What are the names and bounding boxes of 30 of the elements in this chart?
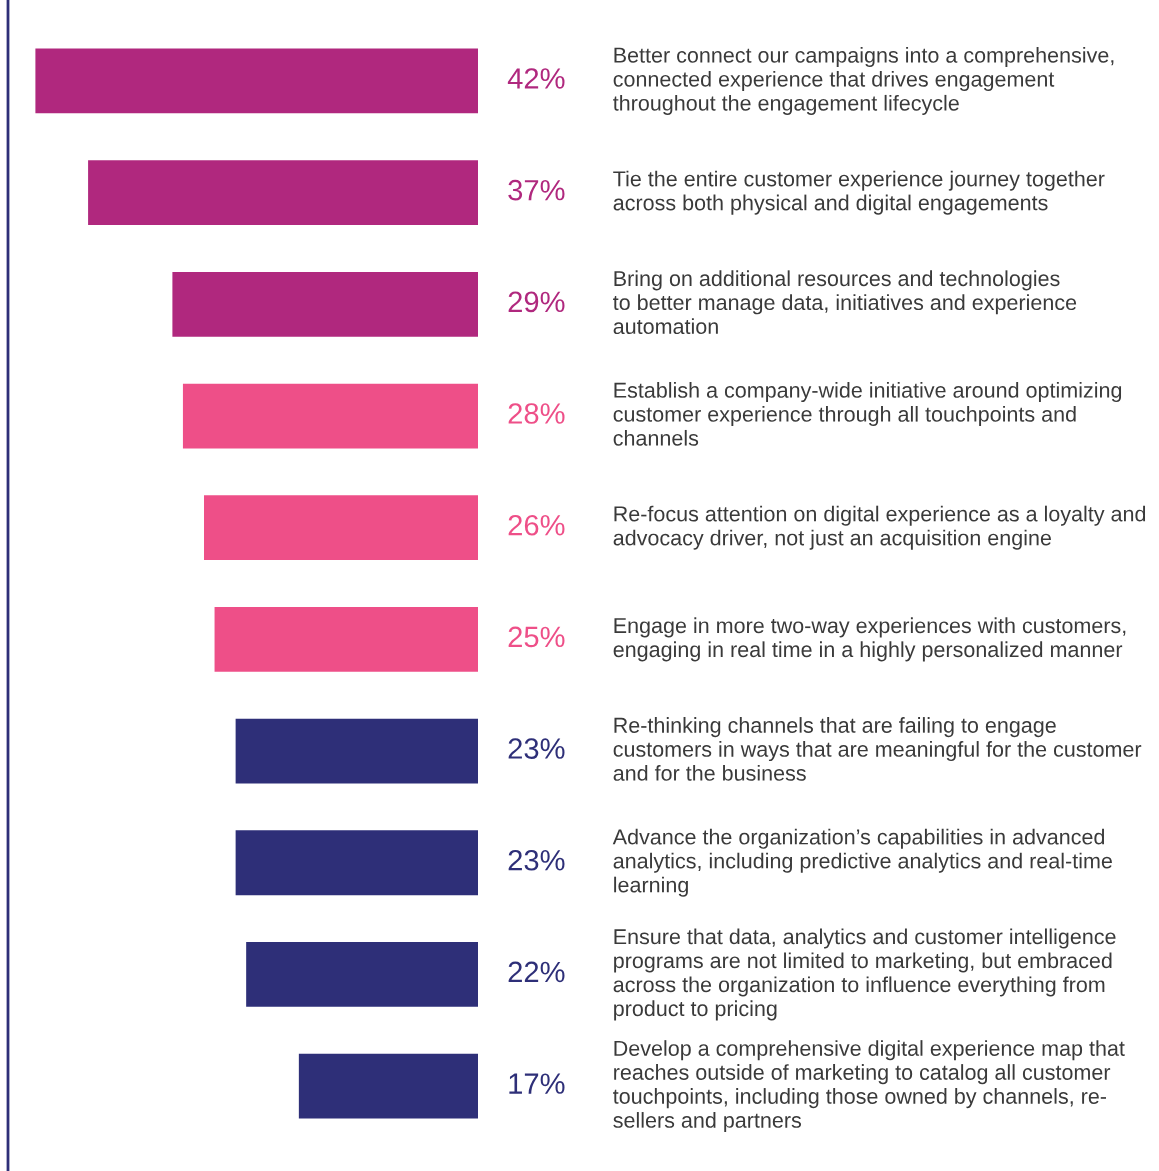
bar xyxy=(214,607,478,672)
y-tick-label: Bring on additional resources and technologies to better manage data, initiatives and experience automation xyxy=(613,270,1077,335)
bar xyxy=(235,830,478,896)
bar xyxy=(172,271,478,337)
y-tick-label: Develop a comprehensive digital experience map that reaches outside of marketing to catalog all customer touchpoints, including those owned by channels, re- sellers and partners xyxy=(613,1040,1125,1133)
y-tick-label: Re-thinking channels that are failing to engage customers in ways that are meaningful for the customer and for the business xyxy=(613,717,1142,781)
data-label: 17% xyxy=(509,1073,565,1094)
bar xyxy=(246,942,478,1007)
bar xyxy=(88,160,478,226)
y-tick-label: Establish a company-wide initiative around optimizing customer experience through all touchpoints and channels xyxy=(613,382,1122,446)
y-tick-label: Engage in more two-way experiences with customers, engaging in real time in a highly personalized manner xyxy=(613,617,1126,662)
y-tick-label: Advance the organization’s capabilities in advanced analytics, including predictive analytics and real-time learning xyxy=(612,828,1112,897)
data-label: 37% xyxy=(508,179,565,201)
data-label: 28% xyxy=(508,403,565,424)
bar xyxy=(35,48,478,114)
data-label: 42% xyxy=(507,68,565,89)
y-tick-label: Re-focus attention on digital experience as a loyalty and advocacy driver, not just an acquisition engine xyxy=(613,505,1146,550)
bar xyxy=(235,718,478,784)
data-label: 22% xyxy=(508,961,565,983)
y-tick-label: Ensure that data, analytics and customer intelligence programs are not limited to marketing, but embraced across the organization to influence everything from product to pricing xyxy=(613,928,1116,1021)
y-tick-label: Tie the entire customer experience journey together across both physical and digital engagements xyxy=(613,170,1105,215)
bar xyxy=(298,1053,478,1119)
data-label: 26% xyxy=(508,514,565,536)
bar xyxy=(182,383,478,449)
data-label: 29% xyxy=(508,291,565,313)
data-label: 23% xyxy=(508,738,565,759)
bar xyxy=(204,495,478,561)
data-label: 23% xyxy=(508,849,565,871)
data-label: 25% xyxy=(508,626,565,648)
y-tick-label: Better connect our campaigns into a comprehensive, connected experience that drives engagement throughout the engagement lifecycle xyxy=(613,46,1114,115)
